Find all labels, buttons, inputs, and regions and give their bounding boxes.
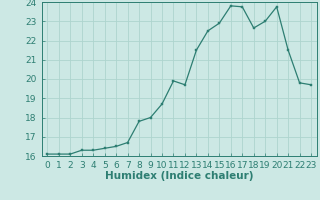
X-axis label: Humidex (Indice chaleur): Humidex (Indice chaleur): [105, 171, 253, 181]
